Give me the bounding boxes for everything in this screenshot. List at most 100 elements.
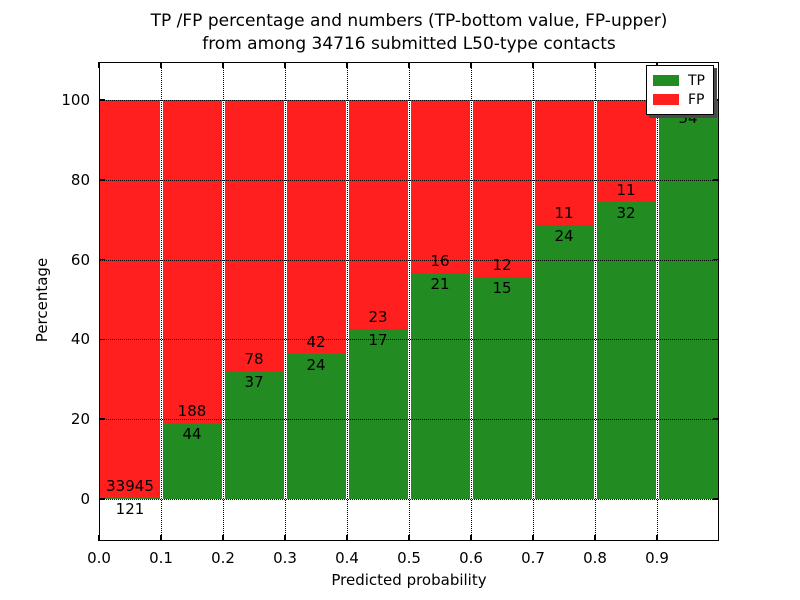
x-tick-mark-bottom [532,535,534,541]
x-tick-mark-top [594,62,596,68]
y-tick-label: 40 [70,330,90,349]
x-tick-label: 0.5 [397,549,421,567]
vertical-gridline [159,62,163,541]
tp-count-label: 24 [306,355,326,374]
fp-bar-segment [533,100,595,226]
vertical-gridline [407,62,411,541]
tp-bar-segment [347,329,409,499]
x-tick-mark-top [346,62,348,68]
x-tick-mark-top [532,62,534,68]
horizontal-gridline [99,179,719,181]
x-tick-mark-bottom [594,535,596,541]
tp-count-label: 32 [616,204,636,223]
y-tick-mark-right [713,258,719,261]
x-tick-label: 0.9 [645,549,669,567]
fp-count-label: 12 [492,256,512,275]
tp-bar-segment [285,353,347,499]
vertical-gridline [221,62,225,541]
horizontal-gridline [99,499,719,500]
fp-count-label: 188 [177,402,207,421]
fp-count-label: 16 [430,251,450,270]
y-tick-mark-left [99,498,105,500]
y-tick-mark-left [99,99,105,101]
tp-count-label: 21 [430,274,450,293]
y-tick-label: 80 [70,170,90,189]
tp-count-label: 15 [492,279,512,298]
y-tick-label: 60 [70,250,90,269]
y-tick-label: 0 [80,490,90,508]
x-tick-mark-top [98,62,100,68]
vertical-gridline [593,62,597,541]
tp-bar-segment [99,497,161,499]
fp-bar-segment [409,100,471,273]
chart-title-line2: from among 34716 submitted L50-type cont… [202,34,616,54]
fp-bar-segment [99,100,161,498]
x-tick-label: 0.4 [335,549,359,567]
tp-legend-swatch [653,75,679,86]
horizontal-gridline [99,100,719,101]
x-tick-mark-top [222,62,224,68]
y-tick-mark-left [99,418,105,420]
x-tick-mark-top [408,62,410,68]
legend-label: FP [688,91,705,108]
fp-bar-segment [223,100,285,371]
legend: TP FP [646,65,714,115]
vertical-gridline-dots [346,62,348,541]
y-tick-mark-left [99,338,105,341]
vertical-gridline-dots [470,62,472,541]
fp-bar-segment [595,100,657,203]
x-tick-label: 0.2 [211,549,235,567]
tp-count-label: 24 [554,227,574,246]
tp-bar-segment [657,107,719,499]
x-tick-mark-bottom [346,535,348,541]
legend-label: TP [688,72,705,89]
vertical-gridline-dots [222,62,224,541]
tp-bar-segment [595,202,657,499]
vertical-gridline [345,62,349,541]
tp-bar-segment [409,272,471,499]
x-tick-mark-bottom [470,535,472,541]
x-tick-mark-bottom [656,535,658,541]
vertical-gridline-dots [532,62,534,541]
x-axis-label: Predicted probability [331,571,487,589]
vertical-gridline-dots [160,62,162,541]
x-tick-label: 0.8 [583,549,607,567]
x-tick-label: 0.3 [273,549,297,567]
vertical-gridline [283,62,287,541]
fp-legend-swatch [653,94,679,105]
y-tick-mark-left [99,179,105,181]
x-tick-mark-top [284,62,286,68]
x-tick-mark-bottom [98,535,100,541]
y-tick-mark-right [713,179,719,181]
y-tick-mark-right [713,418,719,420]
tp-count-label: 121 [115,499,145,518]
y-axis-label: Percentage [33,257,51,343]
fp-count-label: 23 [368,308,388,327]
tp-bar-segment [471,277,533,499]
y-tick-mark-right [713,498,719,500]
y-tick-label: 20 [70,410,90,429]
chart-title-line1: TP /FP percentage and numbers (TP-bottom… [150,11,668,31]
x-tick-label: 0.7 [521,549,545,567]
tp-count-label: 44 [182,425,202,444]
vertical-gridline [655,62,659,541]
vertical-gridline [469,62,473,541]
y-tick-label: 100 [61,91,90,109]
x-tick-mark-top [160,62,162,68]
tp-count-label: 37 [244,372,264,391]
x-tick-mark-bottom [160,535,162,541]
y-tick-mark-right [713,99,719,101]
fp-count-label: 11 [616,181,636,200]
fp-bar-segment [161,100,223,424]
x-tick-label: 0.1 [149,549,173,567]
horizontal-gridline [99,419,719,421]
fp-count-label: 78 [244,349,264,368]
horizontal-gridline [99,259,719,261]
x-tick-mark-bottom [222,535,224,541]
tp-count-label: 17 [368,331,388,350]
vertical-gridline-dots [656,62,658,541]
fp-bar-segment [347,100,409,330]
fp-count-label: 11 [554,204,574,223]
vertical-gridline-dots [594,62,596,541]
